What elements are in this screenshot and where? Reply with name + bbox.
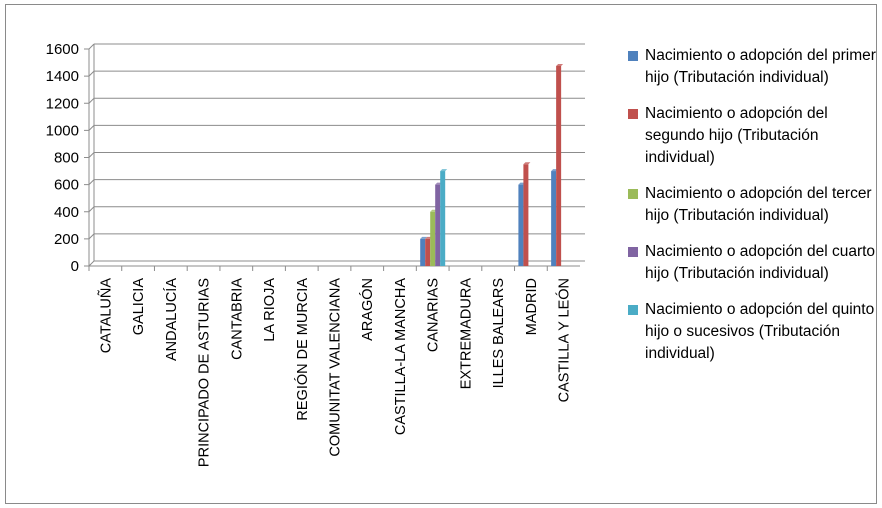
bar-2 — [425, 238, 431, 266]
x-tick-label: CATALUÑA — [97, 278, 114, 354]
y-tick-label: 600 — [54, 177, 79, 194]
bar-2 — [556, 65, 562, 266]
gridline-depth — [88, 43, 95, 50]
y-tick-label: 0 — [71, 258, 79, 275]
bar-top-1 — [420, 236, 428, 239]
bar-3 — [430, 211, 436, 266]
legend-label: Nacimiento o adopción del tercer hijo (T… — [645, 185, 872, 224]
bar-5 — [440, 171, 446, 266]
y-tick-label: 1000 — [46, 122, 79, 139]
legend-label: Nacimiento o adopción del cuarto hijo (T… — [645, 243, 876, 282]
legend-label: Nacimiento o adopción del segundo hijo (… — [645, 105, 828, 166]
x-tick-label: PRINCIPADO DE ASTURIAS — [197, 278, 213, 467]
gridline-depth — [88, 97, 95, 104]
x-tick-label: ILLES BALEARS — [491, 278, 507, 388]
legend-swatch — [628, 51, 638, 61]
gridline-depth — [88, 70, 95, 77]
y-tick-label: 400 — [54, 204, 79, 221]
y-tick-label: 1400 — [46, 68, 79, 85]
x-tick-label: LA RIOJA — [262, 278, 278, 342]
bar-1 — [420, 238, 426, 266]
legend-item: Nacimiento o adopción del tercer hijo (T… — [628, 183, 878, 227]
x-tick-label: GALICIA — [131, 278, 147, 336]
x-tick-label: CASTILLA Y LEÓN — [556, 278, 573, 402]
legend-swatch — [628, 247, 638, 257]
bar-top-2 — [556, 63, 564, 66]
x-tick-label: EXTREMADURA — [458, 278, 474, 390]
legend-item: Nacimiento o adopción del primer hijo (T… — [628, 45, 878, 89]
x-tick-label: COMUNITAT VALENCIANA — [328, 278, 344, 457]
legend-swatch — [628, 305, 638, 315]
y-tick-label: 800 — [54, 150, 79, 167]
gridline-depth — [88, 179, 95, 185]
gridline-depth — [88, 233, 95, 240]
x-tick-label: CANTABRIA — [229, 278, 245, 360]
gridline-depth — [88, 206, 95, 213]
legend-label: Nacimiento o adopción del quinto hijo o … — [645, 301, 875, 362]
chart-legend: Nacimiento o adopción del primer hijo (T… — [628, 45, 878, 379]
legend-label: Nacimiento o adopción del primer hijo (T… — [645, 47, 876, 86]
y-tick-label: 200 — [54, 231, 79, 248]
x-tick-label: REGIÓN DE MURCIA — [294, 278, 311, 421]
legend-item: Nacimiento o adopción del cuarto hijo (T… — [628, 241, 878, 285]
y-tick-label: 1200 — [46, 95, 79, 112]
bar-4 — [435, 184, 441, 266]
gridline-depth — [88, 260, 95, 267]
gridline-depth — [88, 125, 95, 131]
bar-1 — [518, 184, 524, 266]
legend-item: Nacimiento o adopción del quinto hijo o … — [628, 299, 878, 365]
x-tick-label: CANARIAS — [426, 278, 442, 352]
gridline-depth — [88, 152, 95, 158]
bar-top-5 — [440, 169, 448, 172]
x-tick-label: MADRID — [524, 278, 540, 335]
legend-swatch — [628, 189, 638, 199]
legend-item: Nacimiento o adopción del segundo hijo (… — [628, 103, 878, 169]
legend-swatch — [628, 109, 638, 119]
y-tick-label: 1600 — [46, 41, 79, 58]
x-tick-label: CASTILLA-LA MANCHA — [393, 278, 409, 435]
chart-frame: 0 200 400 600 800 1000 1200 1400 1600 CATALUÑA GAL… — [5, 4, 877, 504]
chart-plot: 0 200 400 600 800 1000 1200 1400 1600 CATALUÑA GAL… — [46, 41, 585, 467]
x-tick-label: ANDALUCÍA — [163, 278, 180, 361]
bar-1 — [551, 171, 557, 266]
x-tick-label: ARAGÓN — [359, 278, 376, 341]
bar-top-2 — [523, 162, 531, 165]
bar-2 — [523, 164, 529, 266]
